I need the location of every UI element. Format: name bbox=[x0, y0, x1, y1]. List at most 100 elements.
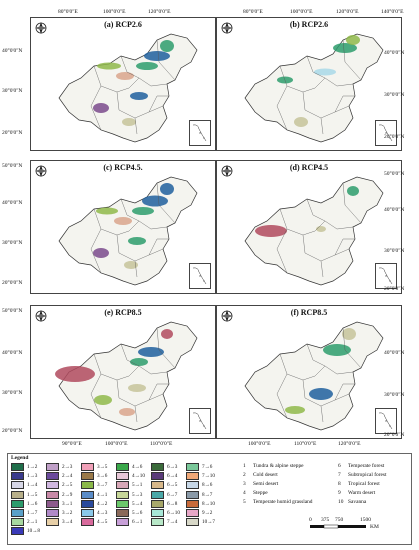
legend-item: 6→1 bbox=[116, 518, 143, 527]
province-border bbox=[134, 405, 138, 423]
lat-label: 40°0'0"N bbox=[384, 207, 405, 213]
transition-patch bbox=[119, 408, 135, 416]
legend-item: 3→4 bbox=[46, 518, 72, 527]
legend-item: 6→10 bbox=[151, 509, 180, 517]
transition-patch bbox=[346, 35, 360, 45]
legend-swatch bbox=[186, 472, 199, 481]
lat-label: 20°0'0"N bbox=[2, 428, 23, 434]
legend-label: 5→6 bbox=[132, 510, 143, 516]
legend-swatch bbox=[186, 463, 199, 471]
legend-swatch bbox=[81, 518, 94, 527]
map-svg bbox=[244, 176, 384, 286]
transition-patch bbox=[128, 237, 146, 245]
province-border bbox=[342, 39, 362, 81]
transition-patch bbox=[342, 328, 356, 340]
province-border bbox=[334, 95, 355, 113]
transition-patch bbox=[96, 207, 118, 215]
lat-label: 40°0'0"N bbox=[2, 350, 23, 356]
legend-label: 3→2 bbox=[62, 510, 73, 516]
panel-title: (d) RCP4.5 bbox=[289, 163, 329, 172]
legend-swatch bbox=[186, 481, 199, 490]
legend-swatch bbox=[116, 518, 129, 527]
lat-label: 20°0'0"N bbox=[384, 432, 405, 438]
panel-title: (a) RCP2.6 bbox=[104, 20, 142, 29]
transition-patch bbox=[55, 366, 95, 382]
legend-swatch bbox=[11, 481, 24, 490]
transition-patch bbox=[255, 225, 287, 237]
transition-patch bbox=[130, 92, 148, 100]
transition-patch bbox=[124, 261, 138, 269]
transition-patch bbox=[97, 62, 121, 70]
legend-swatch bbox=[81, 490, 94, 499]
province-border bbox=[276, 85, 288, 131]
province-border bbox=[276, 228, 288, 274]
legend-item: 6→7 bbox=[151, 490, 178, 499]
legend-swatch bbox=[81, 481, 94, 490]
south-china-sea-inset bbox=[189, 408, 211, 434]
veg-entry: 2 Cold desert bbox=[243, 472, 278, 478]
legend-label: 10→7 bbox=[202, 519, 215, 526]
legend-label: 1→3 bbox=[27, 473, 38, 480]
transition-patch bbox=[114, 217, 132, 225]
legend-swatch bbox=[116, 481, 129, 490]
legend-swatch bbox=[151, 518, 164, 527]
lat-label: 30°0'0"N bbox=[2, 240, 23, 246]
lat-label: 30°0'0"N bbox=[2, 88, 23, 94]
map-svg bbox=[55, 321, 198, 431]
legend-swatch bbox=[11, 518, 24, 527]
legend-label: 2→1 bbox=[27, 519, 38, 526]
legend-item: 1→5 bbox=[11, 490, 37, 499]
transition-patch bbox=[116, 72, 134, 80]
transition-patch bbox=[93, 103, 109, 113]
legend-swatch bbox=[46, 509, 59, 517]
legend-label: 3→1 bbox=[62, 500, 73, 507]
map-panel-a: (a) RCP2.6 bbox=[30, 17, 216, 151]
lon-label: 140°0'0"E bbox=[381, 9, 404, 15]
legend-label: 3→6 bbox=[97, 473, 108, 480]
legend-label: 6→7 bbox=[167, 491, 178, 498]
lon-label: 80°0'0"E bbox=[58, 9, 78, 15]
legend-swatch bbox=[116, 463, 129, 471]
south-china-sea-inset bbox=[375, 408, 397, 434]
legend-label: 6→4 bbox=[167, 473, 178, 480]
legend-swatch bbox=[116, 472, 129, 481]
lon-label: 100°0'0"E bbox=[105, 441, 128, 447]
legend-item: 8→6 bbox=[186, 481, 212, 490]
transition-patch bbox=[130, 358, 148, 366]
province-border bbox=[138, 365, 168, 375]
legend-label: 5→3 bbox=[132, 491, 143, 498]
legend-swatch bbox=[186, 490, 199, 499]
legend-label: 9→2 bbox=[202, 510, 213, 516]
veg-entry: 4 Steppe bbox=[243, 490, 268, 496]
legend-label: 7→6 bbox=[202, 464, 213, 470]
lon-label: 120°0'0"E bbox=[336, 9, 359, 15]
legend-item: 2→5 bbox=[46, 481, 72, 490]
scale-tick: 750 bbox=[335, 517, 344, 523]
north-arrow-icon bbox=[34, 21, 48, 35]
north-arrow-icon bbox=[220, 21, 234, 35]
legend-label: 6→1 bbox=[132, 519, 143, 526]
legend-swatch bbox=[186, 509, 199, 517]
lon-label: 90°0'0"E bbox=[62, 441, 82, 447]
legend-item: 4→3 bbox=[81, 509, 107, 517]
south-china-sea-inset bbox=[189, 120, 211, 146]
legend-item: 1→4 bbox=[11, 481, 38, 490]
lat-label: 50°0'0"N bbox=[384, 171, 405, 177]
legend-item: 6→8 bbox=[151, 499, 178, 508]
legend-label: 1→4 bbox=[27, 482, 38, 489]
panel-title: (c) RCP4.5. bbox=[103, 163, 143, 172]
legend-label: 6→8 bbox=[167, 500, 178, 507]
lon-label: 110°0'0"E bbox=[294, 441, 317, 447]
legend-item: 8→10 bbox=[186, 499, 215, 508]
north-arrow-icon bbox=[220, 309, 234, 323]
map-panel-e: (e) RCP8.5 bbox=[30, 305, 216, 439]
legend-label: 8→7 bbox=[202, 491, 213, 498]
legend-label: 1→7 bbox=[27, 510, 38, 516]
legend-swatch bbox=[151, 490, 164, 499]
legend-swatch bbox=[186, 518, 199, 527]
china-outline bbox=[244, 321, 384, 431]
lon-label: 100°0'0"E bbox=[290, 9, 313, 15]
legend-item: 3→1 bbox=[46, 499, 73, 508]
scale-tick: 0 bbox=[309, 517, 312, 523]
lat-label: 50°0'0"N bbox=[2, 308, 23, 314]
